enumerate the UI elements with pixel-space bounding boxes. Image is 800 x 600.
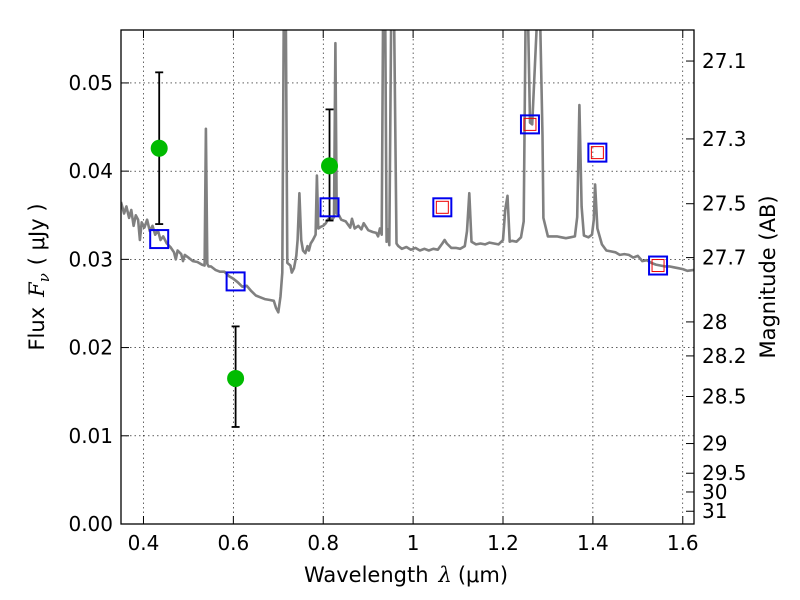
model-photometry-point	[519, 114, 540, 135]
mag-tick-label: 29	[702, 432, 727, 456]
x-tick-label: 1	[407, 531, 420, 555]
mag-tick-label: 29.5	[702, 461, 747, 485]
observed-point	[227, 369, 245, 387]
observed-point	[321, 157, 339, 175]
mag-tick-label: 28.2	[702, 344, 747, 368]
plot-frame	[120, 29, 695, 525]
mag-tick-label: 27.5	[702, 192, 747, 216]
nir-photometry-point	[523, 117, 537, 131]
markers	[149, 114, 669, 387]
plot-area	[121, 30, 694, 314]
mag-tick-label: 28	[702, 310, 727, 334]
mag-tick-label: 28.5	[702, 384, 747, 408]
model-photometry-point	[149, 229, 170, 250]
model-photometry-point	[587, 142, 608, 163]
mag-tick-label: 30	[702, 480, 727, 504]
model-photometry-point	[319, 197, 340, 218]
x-tick-label: 0.4	[128, 531, 160, 555]
x-tick-label: 1.6	[667, 531, 699, 555]
y2-axis-label: Magnitude (AB)	[756, 195, 780, 358]
x-tick-label: 0.6	[217, 531, 249, 555]
y-tick-label: 0.03	[68, 247, 113, 271]
x-axis-label: Wavelength λ (μm)	[304, 563, 508, 587]
x-tick-label: 1.4	[577, 531, 609, 555]
model-photometry-point	[648, 255, 669, 276]
mag-tick-label: 27.1	[702, 49, 747, 73]
x-tick-label: 0.8	[307, 531, 339, 555]
axis-ticks: 0.4 0.6 0.8 1 1.2 1.4 1.6 0.00 0.01 0.02 0.03 0.04 0…	[68, 30, 747, 555]
model-photometry-point	[225, 271, 246, 292]
nir-photometry-point	[435, 200, 449, 214]
x-tick-label: 1.2	[487, 531, 519, 555]
mag-tick-label: 27.3	[702, 127, 747, 151]
y-tick-label: 0.02	[68, 336, 113, 360]
y-tick-label: 0.04	[68, 159, 113, 183]
y-tick-label: 0.05	[68, 71, 113, 95]
observed-point	[150, 139, 168, 157]
y-tick-label: 0.01	[68, 424, 113, 448]
grid-lines	[121, 30, 694, 524]
y-axis-label: FluxFν( μJy )	[25, 203, 53, 350]
mag-tick-label: 31	[702, 499, 727, 523]
model-photometry-point	[432, 197, 453, 218]
y-tick-label: 0.00	[68, 512, 113, 536]
nir-photometry-point	[651, 259, 665, 273]
mag-tick-label: 27.7	[702, 246, 747, 270]
nir-photometry-point	[590, 146, 604, 160]
x-axis-label-text: Wavelength	[304, 563, 429, 587]
model-spectrum-line	[121, 30, 694, 314]
